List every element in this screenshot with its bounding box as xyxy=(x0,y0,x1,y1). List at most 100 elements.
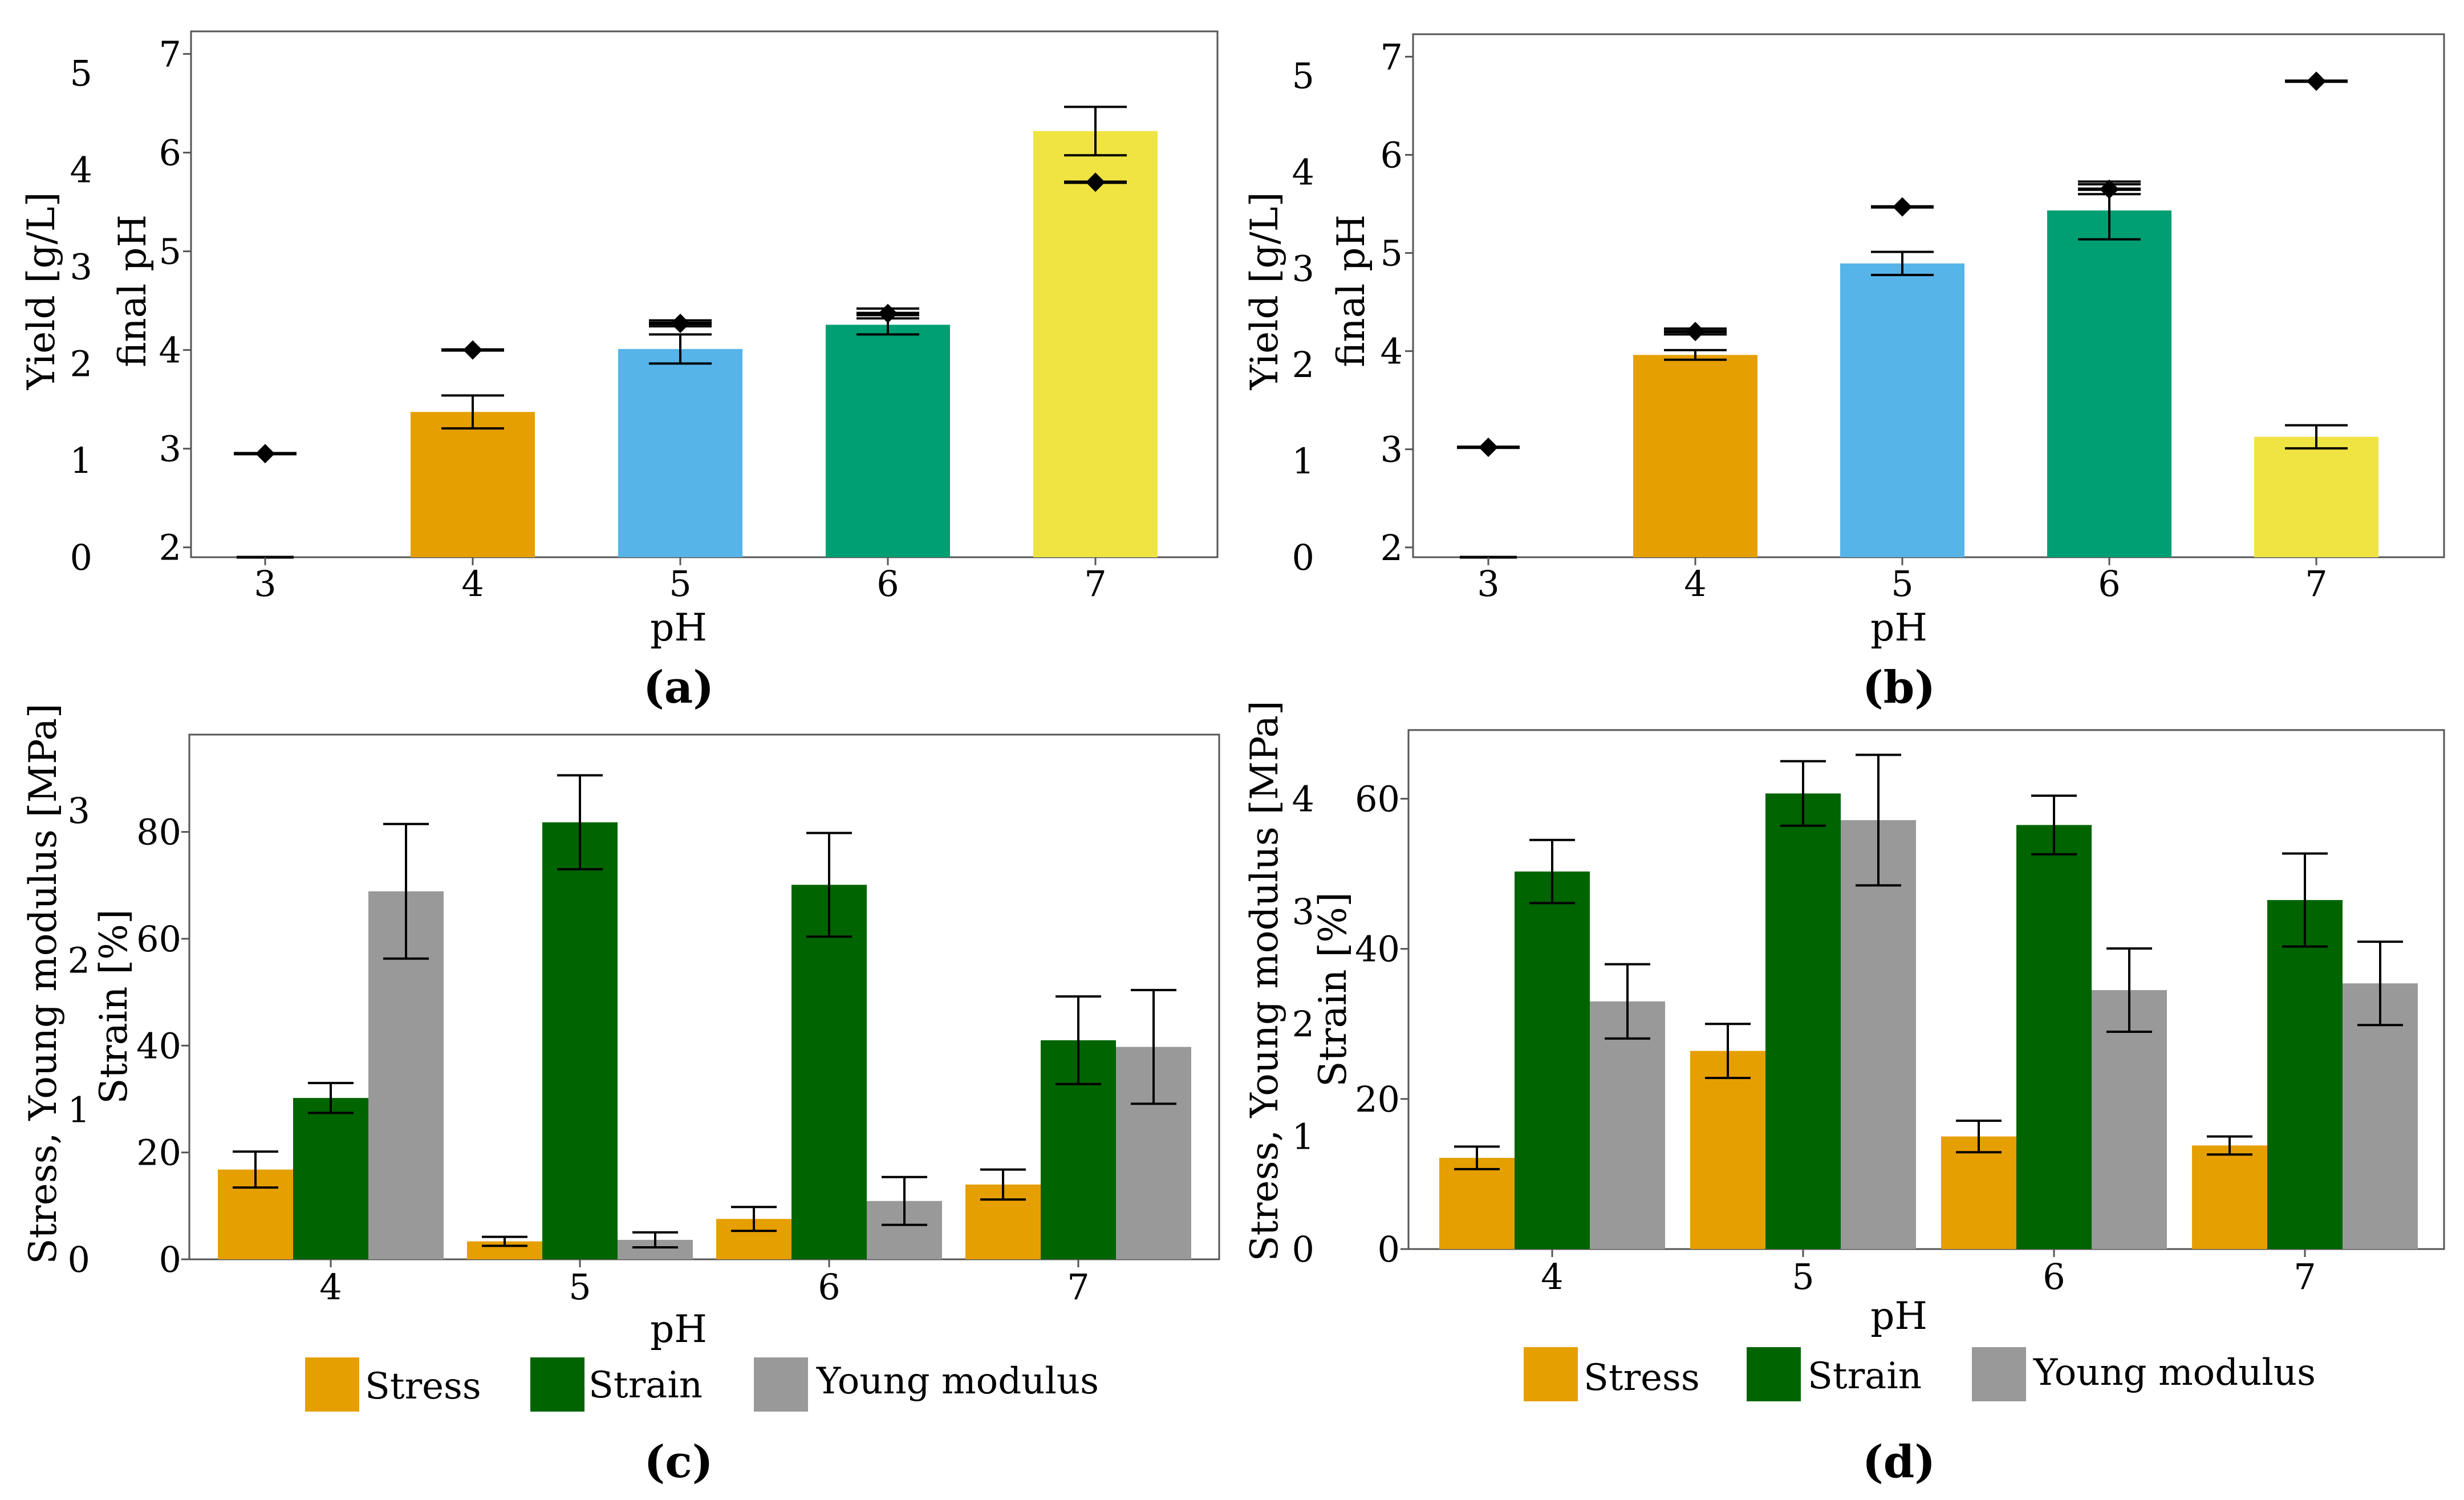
final-ph-point xyxy=(1686,322,1705,342)
ticks: 3 4 5 6 7 0 1 2 3 4 5 2 3 4 5 6 7 xyxy=(1292,36,2328,605)
y-tick-label-yield: 0 xyxy=(1292,537,1314,578)
panel-label: (c) xyxy=(644,1436,713,1488)
bar-strain-5 xyxy=(542,822,618,1259)
x-axis-label: pH xyxy=(1870,1294,1927,1338)
y-tick-label-mpa: 1 xyxy=(68,1089,90,1131)
y-tick-label-yield: 4 xyxy=(70,149,92,191)
legend: Stress Strain Young modulus xyxy=(305,1357,1099,1412)
x-tick-label: 5 xyxy=(569,1266,591,1308)
y-axis-label-left: Yield [g/L] xyxy=(19,192,63,391)
y-tick-label-yield: 2 xyxy=(70,343,92,384)
y-tick-label-final-ph: 2 xyxy=(1381,527,1403,569)
y-axis-label-right: final pH xyxy=(111,214,155,367)
plot-frame xyxy=(188,733,1220,1260)
y-tick-label-yield: 4 xyxy=(1292,151,1314,193)
y-tick-label-mpa: 3 xyxy=(1292,891,1314,933)
bars xyxy=(218,774,1191,1259)
bar-strain-5 xyxy=(1765,793,1841,1249)
y-tick-label-final-ph: 5 xyxy=(1381,233,1403,274)
bar-strain-4 xyxy=(1515,871,1590,1249)
y-axis-label-right: Strain [%] xyxy=(1311,892,1355,1087)
y-tick-label-strain: 20 xyxy=(136,1132,181,1174)
y-tick-label-mpa: 0 xyxy=(68,1239,90,1280)
y-tick-label-yield: 0 xyxy=(70,537,92,578)
bar-yield-4 xyxy=(411,412,535,557)
y-axis-label-left: Stress, Young modulus [MPa] xyxy=(21,703,65,1264)
x-tick-label: 4 xyxy=(461,563,484,605)
y-tick-label-strain: 80 xyxy=(136,812,181,853)
x-tick-label: 4 xyxy=(319,1266,342,1308)
panel-a: 3 4 5 6 7 0 1 2 3 4 5 2 3 4 5 6 7 Yield [g/L] final pH p… xyxy=(19,30,1219,713)
legend-swatch-stress xyxy=(305,1357,359,1412)
legend-swatch-young xyxy=(1972,1347,2026,1401)
bar-young-modulus-7 xyxy=(2343,983,2418,1249)
y-tick-label-final-ph: 7 xyxy=(159,34,181,75)
bar-young-modulus-4 xyxy=(1590,1001,1665,1249)
legend-swatch-strain xyxy=(530,1357,584,1412)
panel-label: (b) xyxy=(1862,662,1935,713)
x-tick-label: 4 xyxy=(1541,1256,1563,1298)
legend-label-young: Young modulus xyxy=(2033,1352,2316,1394)
y-tick-label-yield: 1 xyxy=(1292,440,1314,482)
final-ph-point xyxy=(2100,179,2119,199)
bar-stress-5 xyxy=(1690,1051,1765,1249)
final-ph-point xyxy=(1893,197,1912,217)
y-tick-label-strain: 20 xyxy=(1355,1079,1400,1120)
y-tick-label-mpa: 4 xyxy=(1292,778,1314,820)
bar-stress-7 xyxy=(2192,1145,2267,1249)
final-ph-point xyxy=(463,340,482,360)
bar-stress-4 xyxy=(1439,1158,1515,1249)
y-tick-label-mpa: 1 xyxy=(1292,1116,1314,1158)
x-tick-label: 4 xyxy=(1684,563,1706,605)
final-ph-point xyxy=(1086,172,1105,192)
y-tick-label-mpa: 0 xyxy=(1292,1229,1314,1270)
y-tick-label-strain: 0 xyxy=(159,1239,181,1280)
x-tick-label: 6 xyxy=(2043,1256,2065,1298)
x-tick-label: 5 xyxy=(669,563,691,605)
final-ph-point xyxy=(2307,71,2326,91)
bar-stress-6 xyxy=(1941,1136,2016,1249)
y-tick-label-strain: 60 xyxy=(136,918,181,960)
y-tick-label-strain: 0 xyxy=(1378,1229,1400,1270)
y-tick-label-final-ph: 6 xyxy=(159,132,181,174)
y-tick-label-strain: 60 xyxy=(1355,778,1400,820)
legend-label-strain: Strain xyxy=(588,1364,703,1406)
bar-yield-7 xyxy=(2254,436,2378,557)
y-tick-label-final-ph: 5 xyxy=(159,231,181,273)
y-axis-label-right: Strain [%] xyxy=(92,909,136,1104)
y-tick-label-mpa: 3 xyxy=(68,790,90,832)
y-tick-label-yield: 3 xyxy=(1292,248,1314,289)
x-tick-label: 3 xyxy=(1477,563,1499,605)
y-axis-label-left: Stress, Young modulus [MPa] xyxy=(1243,700,1286,1261)
y-tick-label-final-ph: 4 xyxy=(159,330,181,371)
y-tick-label-strain: 40 xyxy=(1355,929,1400,970)
y-tick-label-final-ph: 4 xyxy=(1381,331,1403,372)
bar-strain-6 xyxy=(791,885,867,1259)
y-tick-label-final-ph: 6 xyxy=(1381,134,1403,176)
y-tick-label-yield: 2 xyxy=(1292,344,1314,386)
legend-label-young: Young modulus xyxy=(816,1360,1099,1402)
bar-yield-5 xyxy=(618,348,742,557)
x-tick-label: 7 xyxy=(2293,1256,2316,1298)
bar-young-modulus-6 xyxy=(2092,990,2167,1249)
bars xyxy=(234,106,1158,559)
panel-label: (a) xyxy=(643,662,714,713)
y-tick-label-final-ph: 3 xyxy=(1381,429,1403,471)
y-tick-label-mpa: 2 xyxy=(68,939,90,981)
legend-swatch-young xyxy=(754,1357,808,1412)
bars xyxy=(1457,71,2378,559)
y-tick-label-final-ph: 3 xyxy=(159,428,181,470)
y-tick-label-yield: 5 xyxy=(1292,55,1314,97)
y-tick-label-yield: 3 xyxy=(70,246,92,288)
final-ph-point xyxy=(878,303,898,323)
legend: Stress Strain Young modulus xyxy=(1524,1347,2316,1401)
panel-label: (d) xyxy=(1862,1436,1935,1488)
ticks: 3 4 5 6 7 0 1 2 3 4 5 2 3 4 5 6 7 xyxy=(70,34,1107,605)
x-tick-label: 6 xyxy=(818,1266,840,1308)
legend-label-strain: Strain xyxy=(1808,1355,1922,1397)
bar-strain-4 xyxy=(293,1098,368,1259)
x-tick-label: 5 xyxy=(1792,1256,1814,1298)
x-axis-label: pH xyxy=(650,1307,707,1351)
